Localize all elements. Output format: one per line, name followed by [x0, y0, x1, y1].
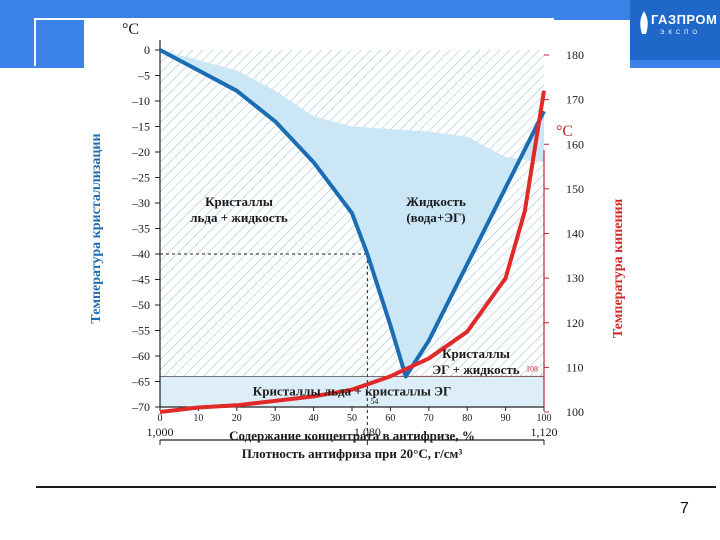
y2-tick-label: 160: [566, 137, 584, 151]
y-tick-label: –45: [131, 273, 150, 287]
annotation-54: 54: [370, 397, 378, 406]
annotation-108: 108: [526, 364, 538, 373]
y-tick-label: –25: [131, 171, 150, 185]
density-axis-label: Плотность антифриза при 20°С, г/см³: [242, 446, 463, 461]
y2-tick-label: 110: [566, 360, 584, 374]
y2-tick-label: 150: [566, 182, 584, 196]
x-tick-label: 0: [158, 413, 163, 424]
x-tick-label: 80: [462, 413, 472, 424]
y-tick-label: –40: [131, 247, 150, 261]
y-tick-label: –15: [131, 120, 150, 134]
density-tick-label: 1,080: [354, 425, 381, 439]
y-tick-label: –60: [131, 349, 150, 363]
logo-text: ГАЗПРОМ: [651, 12, 718, 27]
x-tick-label: 70: [424, 413, 434, 424]
y-tick-label: –20: [131, 145, 150, 159]
x-tick-label: 90: [501, 413, 511, 424]
y-axis-title: Температура кристаллизации: [89, 133, 104, 323]
density-tick-label: 1,000: [147, 425, 174, 439]
region-label-eg-liquid: Кристаллы ЭГ + жидкость: [432, 346, 519, 377]
header-rule-left: [34, 18, 36, 66]
region-label-ice-eg: Кристаллы льда + кристаллы ЭГ: [253, 384, 451, 399]
page-number: 7: [680, 500, 689, 517]
y2-tick-label: 130: [566, 271, 584, 285]
y-tick-label: –30: [131, 196, 150, 210]
y2-tick-label: 180: [566, 48, 584, 62]
right-unit: °C: [556, 123, 573, 140]
x-tick-label: 10: [193, 413, 203, 424]
region-label-liquid: Жидкость (вода+ЭГ): [406, 194, 466, 225]
logo-subtext: ЭКСПО: [660, 30, 702, 36]
y2-tick-label: 100: [566, 405, 584, 419]
freeze-curve: [159, 48, 546, 379]
y-tick-label: –5: [137, 69, 150, 83]
x-tick-label: 60: [385, 413, 395, 424]
y2-axis-title: Температура кипения: [611, 198, 626, 338]
y-tick-label: –10: [131, 94, 150, 108]
antifreeze-phase-chart: 0 –5 –10 –15 –20 –25 –30 –35 –40 –45 –50 –55 –60 –65 –…: [84, 20, 630, 472]
y-tick-label: –65: [131, 375, 150, 389]
y-tick-label: –70: [131, 400, 150, 414]
y-tick-label: 0: [144, 43, 150, 57]
y-tick-label: –55: [131, 324, 150, 338]
density-tick-label: 1,120: [531, 425, 558, 439]
left-unit: °C: [122, 21, 139, 38]
y2-tick-label: 120: [566, 316, 584, 330]
x-tick-label: 50: [347, 413, 357, 424]
x-tick-label: 100: [537, 413, 552, 424]
x-tick-label: 40: [309, 413, 319, 424]
y-tick-label: –35: [131, 222, 150, 236]
x-tick-label: 20: [232, 413, 242, 424]
x-tick-label: 30: [270, 413, 280, 424]
footer-rule: [36, 486, 716, 488]
x-axis-label: Содержание концентрата в антифризе, %: [229, 428, 475, 443]
boil-curve: [159, 90, 546, 414]
y2-tick-label: 140: [566, 227, 584, 241]
y2-tick-label: 170: [566, 93, 584, 107]
gazprom-logo: ГАЗПРОМ ЭКСПО: [630, 0, 720, 60]
header-rule-top: [34, 18, 554, 20]
region-label-ice-liquid: Кристаллы льда + жидкость: [190, 194, 288, 225]
y-tick-label: –50: [131, 298, 150, 312]
flame-icon: [640, 11, 648, 34]
